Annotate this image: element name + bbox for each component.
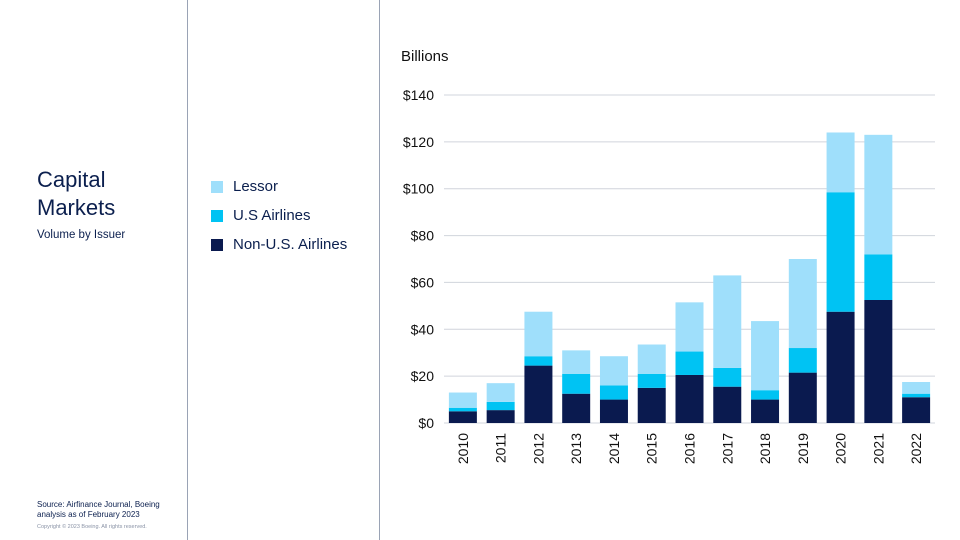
bars <box>448 132 931 423</box>
bar-segment <box>599 399 628 423</box>
bar-segment <box>486 401 515 411</box>
bar-segment <box>524 356 553 366</box>
x-tick-label: 2015 <box>644 433 660 464</box>
x-tick-label: 2021 <box>870 433 886 464</box>
bar-segment <box>524 311 553 357</box>
bar-segment <box>637 344 666 374</box>
bar-segment <box>826 132 855 193</box>
bar-segment <box>788 259 817 349</box>
bar-segment <box>713 275 742 368</box>
bar-segment <box>902 393 931 398</box>
legend-swatch-us-airlines <box>211 209 223 222</box>
bar-segment <box>562 350 591 374</box>
copyright-note: Copyright © 2023 Boeing. All rights rese… <box>37 524 147 530</box>
bar-segment <box>562 393 591 423</box>
legend-label-lessor: Lessor <box>233 178 279 195</box>
x-tick-label: 2017 <box>719 433 735 464</box>
y-axis-label: Billions <box>401 48 449 65</box>
y-tick-label: $140 <box>403 87 434 103</box>
bar-segment <box>788 372 817 423</box>
x-tick-label: 2011 <box>493 433 509 463</box>
legend-item-lessor: Lessor <box>211 172 347 201</box>
y-tick-label: $80 <box>411 228 435 244</box>
y-tick-label: $100 <box>403 181 434 197</box>
bar-segment <box>713 367 742 387</box>
legend-label-non-us-airlines: Non-U.S. Airlines <box>233 236 348 253</box>
bar-segment <box>826 192 855 312</box>
x-tick-label: 2014 <box>606 433 622 464</box>
x-tick-label: 2018 <box>757 433 773 464</box>
x-tick-label: 2013 <box>568 433 584 464</box>
bar-segment <box>599 385 628 400</box>
bar-segment <box>902 382 931 394</box>
legend-swatch-lessor <box>211 180 223 193</box>
bar-segment <box>902 397 931 423</box>
bar-segment <box>637 387 666 423</box>
chart-divider <box>379 0 380 540</box>
bar-segment <box>826 311 855 423</box>
chart-legend: Lessor U.S Airlines Non-U.S. Airlines <box>211 172 347 259</box>
bar-segment <box>448 411 477 423</box>
slide-title: Capital Markets <box>37 167 116 220</box>
y-tick-label: $0 <box>418 415 434 431</box>
left-divider <box>187 0 188 540</box>
x-axis-ticks: 2010 2011 2012 2013 2014 2015 2016 2017 2018 2019… <box>455 433 924 464</box>
bar-segment <box>675 374 704 423</box>
y-tick-label: $40 <box>411 321 435 337</box>
x-tick-label: 2016 <box>682 433 698 464</box>
legend-item-us-airlines: U.S Airlines <box>211 201 347 230</box>
x-tick-label: 2022 <box>908 433 924 464</box>
bar-segment <box>675 351 704 375</box>
bar-segment <box>788 348 817 373</box>
x-tick-label: 2010 <box>455 433 471 464</box>
y-tick-label: $120 <box>403 134 434 150</box>
bar-segment <box>864 134 893 255</box>
bar-segment <box>864 300 893 423</box>
bar-segment <box>713 386 742 423</box>
bar-segment <box>637 373 666 388</box>
x-tick-label: 2012 <box>530 433 546 464</box>
stacked-bar-chart: Billions $0 $20 $40 $60 $80 $100 $120 $140 2010… <box>401 48 935 464</box>
bar-segment <box>486 410 515 423</box>
legend-item-non-us-airlines: Non-U.S. Airlines <box>211 230 347 259</box>
y-tick-label: $60 <box>411 274 435 290</box>
slide-subtitle: Volume by Issuer <box>37 229 126 241</box>
bar-segment <box>675 302 704 352</box>
bar-segment <box>864 254 893 300</box>
bar-segment <box>751 321 780 391</box>
source-note: Source: Airfinance Journal, Boeing analy… <box>37 500 160 519</box>
bar-segment <box>599 356 628 386</box>
legend-label-us-airlines: U.S Airlines <box>233 207 311 224</box>
bar-segment <box>751 390 780 400</box>
bar-segment <box>448 407 477 412</box>
bar-segment <box>524 365 553 423</box>
x-tick-label: 2019 <box>795 433 811 464</box>
bar-segment <box>486 383 515 402</box>
bar-segment <box>448 392 477 408</box>
x-tick-label: 2020 <box>833 433 849 464</box>
y-axis-ticks: $0 $20 $40 $60 $80 $100 $120 $140 <box>403 87 434 431</box>
bar-segment <box>751 399 780 423</box>
y-tick-label: $20 <box>411 368 435 384</box>
bar-segment <box>562 373 591 394</box>
legend-swatch-non-us-airlines <box>211 238 223 251</box>
